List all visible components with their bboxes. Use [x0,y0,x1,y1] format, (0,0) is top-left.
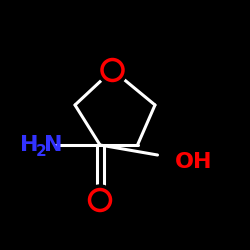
Text: N: N [44,135,62,155]
Text: OH: OH [175,152,212,172]
Text: H: H [20,135,38,155]
Text: 2: 2 [36,144,46,160]
Circle shape [98,55,128,85]
Circle shape [85,185,115,215]
